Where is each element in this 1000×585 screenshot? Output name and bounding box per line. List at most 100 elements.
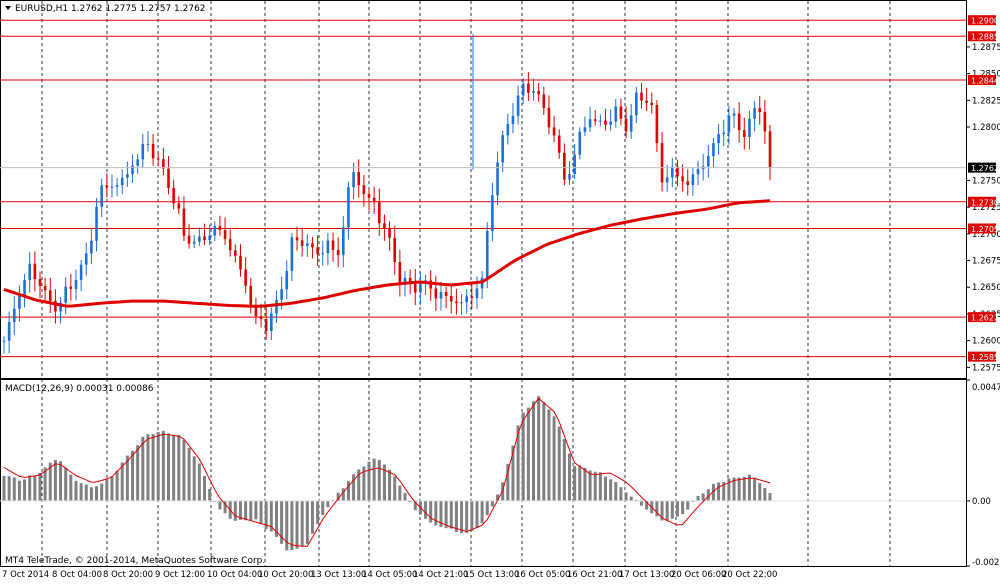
macd-bar — [161, 430, 165, 501]
macd-bar — [609, 479, 613, 501]
candle-body — [331, 240, 335, 250]
macd-bar — [403, 492, 407, 501]
macd-bar — [64, 467, 68, 501]
macd-bar — [624, 492, 628, 501]
macd-bar — [382, 464, 386, 501]
candle-body — [23, 280, 26, 295]
candle-body — [275, 299, 278, 314]
macd-bar — [603, 476, 607, 501]
candle-body — [270, 313, 273, 331]
price-pane[interactable] — [0, 0, 967, 379]
macd-bar — [244, 500, 248, 521]
macd-bar — [208, 488, 212, 501]
candle-body — [398, 262, 402, 284]
candle-body — [475, 288, 479, 299]
candle-body — [640, 92, 643, 101]
candle-body — [619, 106, 623, 119]
candle-body — [156, 158, 160, 160]
candle-body — [64, 286, 67, 303]
candle-body — [449, 295, 453, 302]
macd-pane[interactable] — [0, 379, 967, 567]
candle-body — [105, 185, 109, 188]
macd-bar — [742, 476, 746, 501]
candle-body — [280, 289, 283, 300]
candle-body — [7, 322, 11, 341]
candle-body — [74, 279, 78, 289]
macd-bar — [290, 500, 294, 551]
candle-body — [84, 253, 88, 265]
macd-bar — [131, 450, 135, 501]
macd-bar — [619, 487, 623, 501]
macd-bar — [639, 500, 643, 506]
macd-bar — [717, 482, 721, 501]
candle-body — [167, 168, 170, 188]
macd-bar — [753, 477, 757, 501]
candle-body — [136, 159, 139, 166]
candle-body — [192, 241, 196, 244]
macd-bar — [675, 500, 679, 517]
macd-bar — [496, 494, 500, 501]
macd-bar — [670, 500, 674, 519]
candle-body — [511, 115, 515, 125]
level-lines[interactable] — [0, 19, 966, 358]
macd-bar — [146, 434, 150, 501]
macd-bar — [69, 474, 73, 501]
macd-bar — [727, 478, 731, 501]
macd-bar — [758, 483, 762, 501]
macd-bar — [532, 401, 536, 501]
candle-body — [655, 105, 659, 144]
macd-bar — [12, 477, 16, 501]
candle-body — [198, 236, 201, 242]
candle-body — [614, 106, 618, 122]
candle-body — [48, 290, 52, 301]
macd-bar — [454, 500, 458, 532]
macd-bar — [43, 467, 47, 501]
candle-body — [547, 107, 551, 128]
macd-bar — [141, 436, 145, 501]
copyright-text: MT4 TeleTrade, © 2001-2014, MetaQuotes S… — [5, 556, 265, 566]
macd-bar — [578, 465, 582, 501]
price-tick-label: 1.2575 — [972, 363, 1000, 373]
macd-bar — [249, 500, 253, 521]
macd-bar — [79, 483, 83, 501]
candle-body — [624, 118, 628, 132]
macd-bar — [151, 434, 155, 501]
macd-bar — [655, 500, 659, 517]
candle-body — [676, 166, 679, 177]
candle-body — [763, 111, 767, 132]
macd-bar — [444, 500, 448, 529]
macd-bar — [264, 500, 268, 530]
chart-menu-arrow-icon[interactable] — [5, 6, 11, 10]
time-tick-label: 17 Oct 13:00 — [619, 570, 674, 580]
candle-body — [213, 226, 217, 236]
macd-bar — [593, 471, 597, 501]
candle-body — [768, 131, 772, 168]
time-tick-label: 20 Oct 22:00 — [722, 570, 777, 580]
candle-body — [203, 236, 206, 241]
price-tick-label: 1.2750 — [972, 176, 1000, 186]
macd-bar — [110, 476, 114, 501]
macd-bar — [192, 456, 196, 501]
candle-body — [573, 154, 576, 174]
candle-body — [742, 130, 746, 137]
price-tick-label: 1.2800 — [972, 123, 1000, 133]
candle-body — [43, 285, 47, 291]
macd-bar — [552, 416, 556, 501]
candle-body — [79, 264, 83, 280]
macd-bar — [53, 459, 57, 501]
time-tick-label: 7 Oct 2014 — [2, 570, 49, 580]
macd-bar — [125, 455, 129, 501]
candle-body — [352, 172, 355, 188]
candle-body — [496, 162, 499, 196]
macd-bar — [346, 481, 350, 501]
macd-bar — [177, 434, 181, 501]
macd-bar — [187, 447, 191, 501]
macd-bar — [696, 496, 700, 501]
macd-bar — [665, 500, 669, 521]
candle-body — [758, 108, 762, 112]
candle-body — [18, 294, 21, 309]
macd-bar — [393, 476, 397, 501]
macd-bar — [95, 486, 99, 501]
